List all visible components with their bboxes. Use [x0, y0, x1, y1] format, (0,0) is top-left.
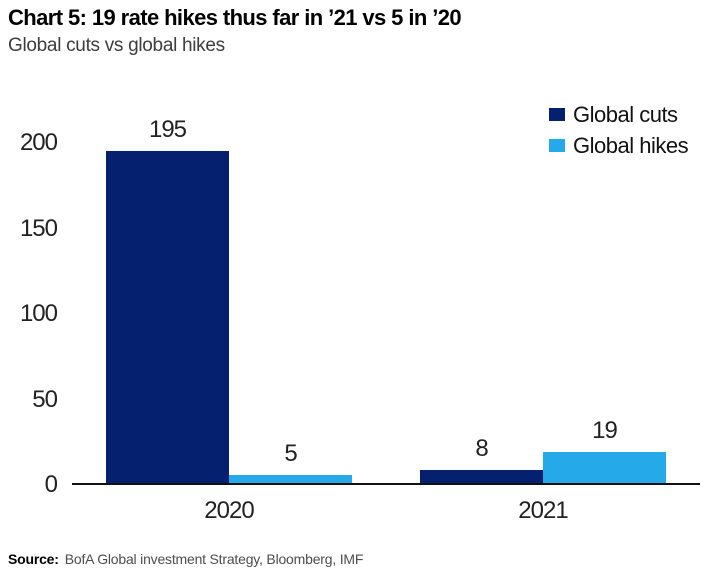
y-tick-label: 100 — [19, 300, 58, 327]
source-line: Source: BofA Global investment Strategy, … — [8, 551, 363, 567]
legend: Global cuts Global hikes — [549, 99, 689, 161]
bar-value-label: 5 — [284, 440, 297, 468]
y-tick-label: 200 — [19, 129, 58, 156]
bar-value-label: 8 — [475, 435, 488, 463]
chart-title: Chart 5: 19 rate hikes thus far in ’21 v… — [8, 5, 462, 30]
source-label: Source: — [8, 551, 59, 567]
plot-area: 195 5 2020 8 19 2021 — [72, 116, 700, 524]
y-tick-label: 150 — [19, 214, 58, 242]
legend-item: Global hikes — [549, 130, 689, 161]
y-tick-label: 50 — [32, 385, 58, 413]
bar-2020-global-hikes — [229, 475, 352, 484]
legend-label: Global hikes — [573, 132, 689, 158]
bar-2020-global-cuts — [106, 150, 229, 484]
source-text: BofA Global investment Strategy, Bloombe… — [64, 551, 364, 567]
legend-label: Global cuts — [573, 101, 678, 127]
x-axis-line — [72, 483, 700, 485]
category-label: 2020 — [204, 497, 254, 524]
category-label: 2021 — [518, 497, 568, 524]
legend-item: Global cuts — [549, 99, 688, 130]
bar-value-label: 19 — [592, 416, 618, 444]
bar-2021-global-cuts — [420, 470, 543, 484]
y-axis: 0 50 100 150 200 — [0, 0, 58, 581]
bar-value-label: 195 — [148, 115, 187, 143]
bar-2021-global-hikes — [543, 451, 666, 484]
global-hikes-swatch-icon — [549, 139, 565, 152]
global-cuts-swatch-icon — [549, 108, 565, 121]
chart-subtitle: Global cuts vs global hikes — [8, 35, 225, 56]
y-tick-label: 0 — [44, 471, 58, 498]
